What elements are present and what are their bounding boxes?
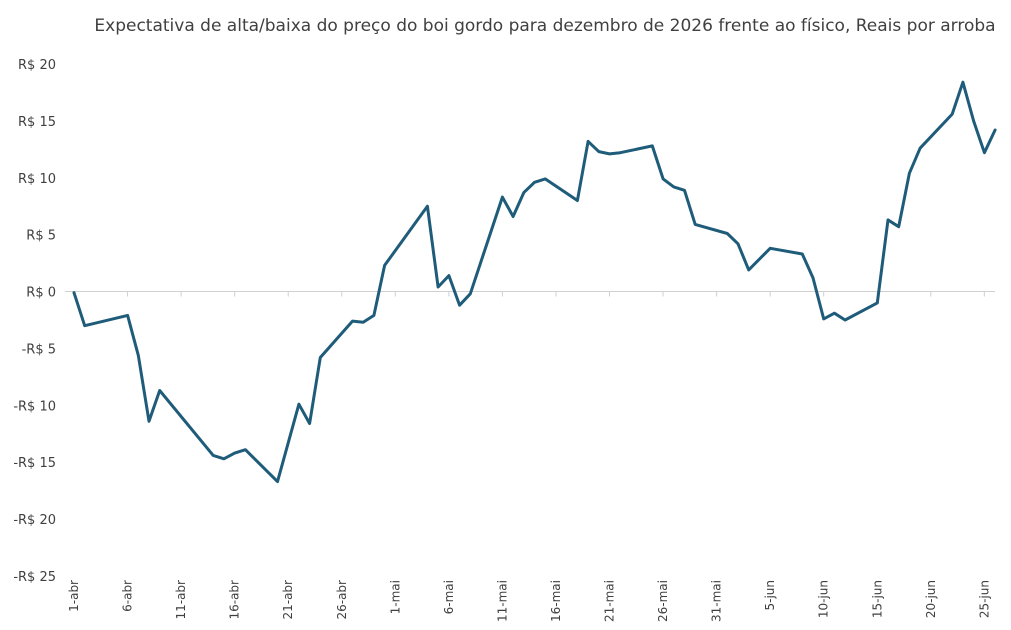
x-tick-label: 11-abr xyxy=(174,580,188,620)
x-tick-label: 6-mai xyxy=(442,580,456,614)
y-tick-label: -R$ 15 xyxy=(13,456,56,471)
y-tick-label: R$ 10 xyxy=(18,172,56,187)
x-tick-label: 21-abr xyxy=(281,580,295,620)
y-tick-label: R$ 15 xyxy=(18,115,56,130)
y-axis-labels: R$ 20 R$ 15 R$ 10 R$ 5 R$ 0 -R$ 5 -R$ 10 -R$ 15… xyxy=(13,58,56,585)
x-tick-label: 1-mai xyxy=(388,580,402,614)
y-tick-label: -R$ 25 xyxy=(13,570,56,585)
x-axis-labels: 1-abr 6-abr 11-abr 16-abr 21-abr 26-abr 1-mai 6… xyxy=(67,580,991,622)
x-tick-label: 5-jun xyxy=(763,580,777,611)
series-line xyxy=(72,80,997,484)
x-tick-label: 6-abr xyxy=(121,580,135,612)
x-tick-label: 11-mai xyxy=(495,580,509,622)
y-tick-label: -R$ 5 xyxy=(22,342,56,357)
x-tick-label: 20-jun xyxy=(924,580,938,618)
y-tick-label: R$ 5 xyxy=(26,229,56,244)
y-tick-label: -R$ 20 xyxy=(13,513,56,528)
chart-title: Expectativa de alta/baixa do preço do bo… xyxy=(94,16,996,36)
x-tick-label: 16-mai xyxy=(549,580,563,622)
x-tick-label: 15-jun xyxy=(870,580,884,618)
y-tick-label: R$ 0 xyxy=(26,286,56,301)
x-tick-label: 31-mai xyxy=(710,580,724,622)
x-tick-label: 26-mai xyxy=(656,580,670,622)
x-axis-ticks xyxy=(73,291,985,297)
x-tick-label: 26-abr xyxy=(335,580,349,620)
x-tick-label: 21-mai xyxy=(603,580,617,622)
x-tick-label: 1-abr xyxy=(67,580,81,612)
x-tick-label: 16-abr xyxy=(228,580,242,620)
y-tick-label: R$ 20 xyxy=(18,58,56,73)
y-tick-label: -R$ 10 xyxy=(13,399,56,414)
x-tick-label: 10-jun xyxy=(817,580,831,618)
x-tick-label: 25-jun xyxy=(977,580,991,618)
